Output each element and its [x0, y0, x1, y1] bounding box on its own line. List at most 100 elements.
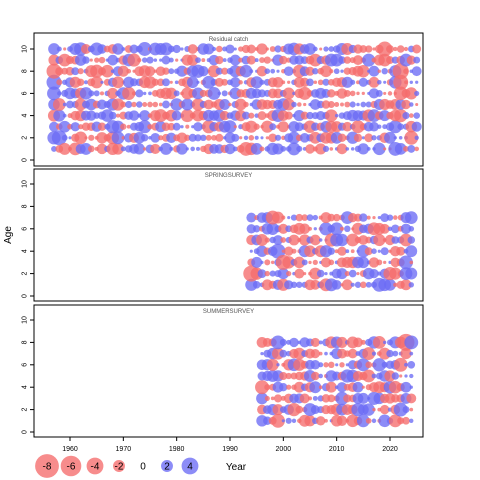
bubble: [328, 46, 335, 52]
legend-label: -8: [43, 462, 52, 473]
bubble: [365, 417, 372, 424]
bubble: [287, 216, 291, 220]
bubble: [343, 56, 352, 64]
bubble: [345, 249, 350, 254]
bubble: [397, 417, 405, 425]
bubble: [383, 260, 387, 265]
legend-bubble: [60, 455, 82, 477]
bubble: [350, 249, 355, 254]
bubble: [269, 270, 276, 277]
bubble: [365, 101, 372, 108]
bubble: [377, 124, 382, 129]
legend-label: -2: [115, 462, 124, 473]
bubble: [310, 405, 320, 415]
bubble: [187, 54, 199, 66]
bubble: [121, 47, 126, 51]
bubble: [404, 80, 408, 85]
legend-bubble: [35, 454, 59, 478]
bubble: [79, 87, 93, 100]
bubble: [261, 120, 274, 133]
y-tick-label: 8: [22, 69, 29, 73]
bubble: [362, 369, 376, 383]
bubble: [376, 259, 383, 266]
bubble: [361, 136, 365, 140]
bubble: [176, 132, 188, 144]
bubble: [336, 382, 348, 393]
bubble: [356, 102, 360, 107]
bubble: [96, 99, 108, 110]
bubble: [386, 214, 394, 221]
bubble: [150, 132, 161, 143]
bubble: [264, 270, 270, 277]
bubble: [190, 146, 195, 152]
bubble: [383, 340, 387, 345]
bubble: [53, 109, 66, 122]
y-tick-label: 6: [22, 227, 29, 231]
bubble: [233, 125, 237, 129]
y-tick-label: 0: [22, 294, 29, 298]
bubble: [322, 78, 330, 86]
bubble: [215, 67, 223, 75]
bubble: [171, 110, 182, 121]
y-tick-label: 2: [22, 272, 29, 276]
bubble: [269, 123, 277, 131]
bubble: [361, 91, 365, 96]
bubble: [281, 419, 285, 423]
bubble: [270, 260, 275, 265]
bubble: [408, 226, 415, 232]
bubble: [231, 133, 240, 142]
bubble: [365, 361, 373, 369]
y-tick-label: 4: [22, 114, 29, 118]
bubble: [148, 91, 152, 96]
bubble: [288, 234, 300, 246]
bubble: [46, 63, 62, 79]
bubble: [284, 111, 293, 120]
bubble: [409, 102, 414, 107]
bubble: [308, 226, 312, 231]
bubble: [264, 395, 270, 401]
bubble: [391, 236, 400, 244]
bubble: [287, 80, 291, 84]
bubble: [411, 121, 422, 132]
bubble: [264, 237, 270, 243]
bubble: [379, 110, 391, 122]
bubble: [116, 113, 120, 118]
bubble: [356, 91, 360, 96]
bubble: [295, 213, 304, 222]
bubble: [224, 143, 236, 155]
bubble: [291, 101, 297, 108]
bubble: [323, 362, 329, 368]
bubble: [170, 98, 183, 111]
bubble: [307, 396, 313, 401]
bubble: [245, 278, 258, 291]
bubble: [107, 54, 119, 66]
bubble: [311, 371, 320, 381]
bubble: [383, 80, 387, 84]
bubble: [238, 46, 244, 52]
bubble: [393, 74, 409, 90]
legend-bubble: [181, 457, 199, 475]
bubble: [415, 80, 419, 84]
bubble: [372, 358, 386, 372]
bubble: [325, 381, 337, 393]
bubble: [403, 46, 409, 52]
bubble: [344, 225, 351, 233]
bubble: [349, 90, 356, 97]
bubble: [221, 67, 229, 75]
bubble: [371, 418, 377, 424]
bubble: [407, 361, 416, 369]
bubble: [405, 87, 418, 100]
bubble: [214, 77, 224, 87]
bubble: [272, 404, 284, 416]
bubble: [168, 57, 174, 63]
bubble: [278, 223, 289, 234]
bubble: [327, 394, 336, 403]
bubble: [155, 66, 166, 77]
bubble: [125, 100, 133, 109]
bubble: [372, 407, 376, 412]
bubble: [215, 133, 224, 142]
bubble: [82, 56, 90, 64]
bubble: [373, 233, 386, 247]
bubble: [328, 361, 335, 369]
y-tick-label: 10: [22, 45, 29, 53]
